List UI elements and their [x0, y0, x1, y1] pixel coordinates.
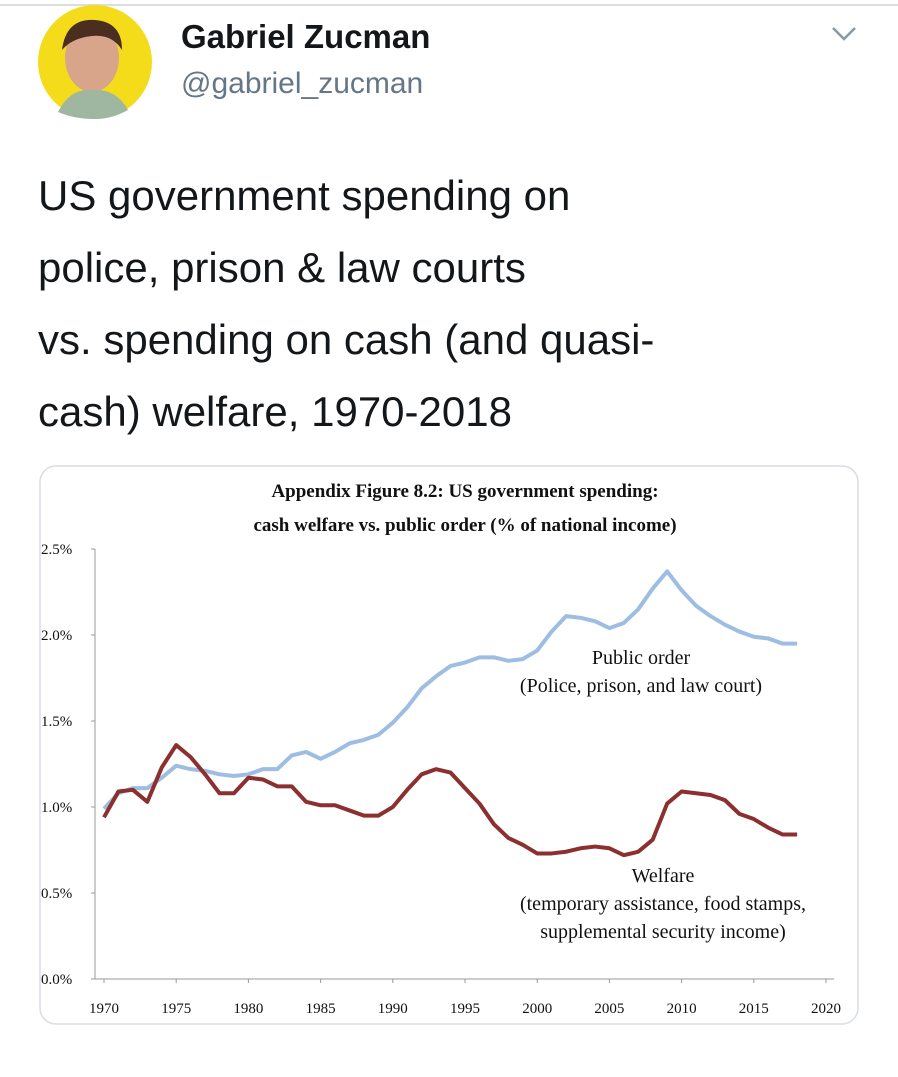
x-tick-label: 2005 [594, 1001, 624, 1017]
tweet-text: US government spending on police, prison … [38, 172, 654, 435]
avatar-shirt [58, 89, 128, 119]
y-tick-label: 1.5% [41, 714, 72, 730]
chart-title: Appendix Figure 8.2: US government spend… [271, 481, 658, 502]
tweet-line: police, prison & law courts [38, 244, 526, 291]
y-tick-label: 2.0% [41, 628, 72, 644]
x-tick-label: 1975 [161, 1001, 191, 1017]
x-tick-label: 1995 [450, 1001, 480, 1017]
avatar-face [65, 24, 119, 92]
chart: Appendix Figure 8.2: US government spend… [41, 481, 841, 1017]
user-handle[interactable]: @gabriel_zucman [181, 67, 423, 100]
tweet-line: US government spending on [38, 172, 570, 219]
avatar[interactable] [38, 5, 152, 119]
y-tick-label: 0.0% [41, 972, 72, 988]
tweet-line: vs. spending on cash (and quasi- [38, 316, 654, 363]
series-line [102, 743, 798, 858]
x-tick-label: 2015 [739, 1001, 769, 1017]
annotation: Public order [592, 647, 691, 669]
x-tick-label: 2010 [667, 1001, 697, 1017]
x-tick-label: 1985 [306, 1001, 336, 1017]
tweet-line: cash) welfare, 1970-2018 [38, 388, 512, 435]
annotation: Welfare [632, 865, 695, 887]
more-menu[interactable] [832, 27, 856, 41]
x-tick-label: 2020 [811, 1001, 841, 1017]
series-line [102, 569, 798, 811]
x-tick-label: 1990 [378, 1001, 408, 1017]
user-name[interactable]: Gabriel Zucman [181, 18, 430, 55]
x-tick-label: 2000 [522, 1001, 552, 1017]
annotation: (temporary assistance, food stamps, [520, 893, 806, 915]
x-tick-label: 1980 [233, 1001, 263, 1017]
y-tick-label: 0.5% [41, 886, 72, 902]
chart-card[interactable] [39, 465, 859, 1025]
avatar-hair [62, 19, 122, 50]
y-tick-label: 2.5% [41, 542, 72, 558]
annotation: supplemental security income) [540, 921, 785, 943]
x-tick-label: 1970 [89, 1001, 119, 1017]
y-tick-label: 1.0% [41, 800, 72, 816]
annotation: (Police, prison, and law court) [520, 675, 762, 697]
chart-title: cash welfare vs. public order (% of nati… [253, 515, 676, 536]
